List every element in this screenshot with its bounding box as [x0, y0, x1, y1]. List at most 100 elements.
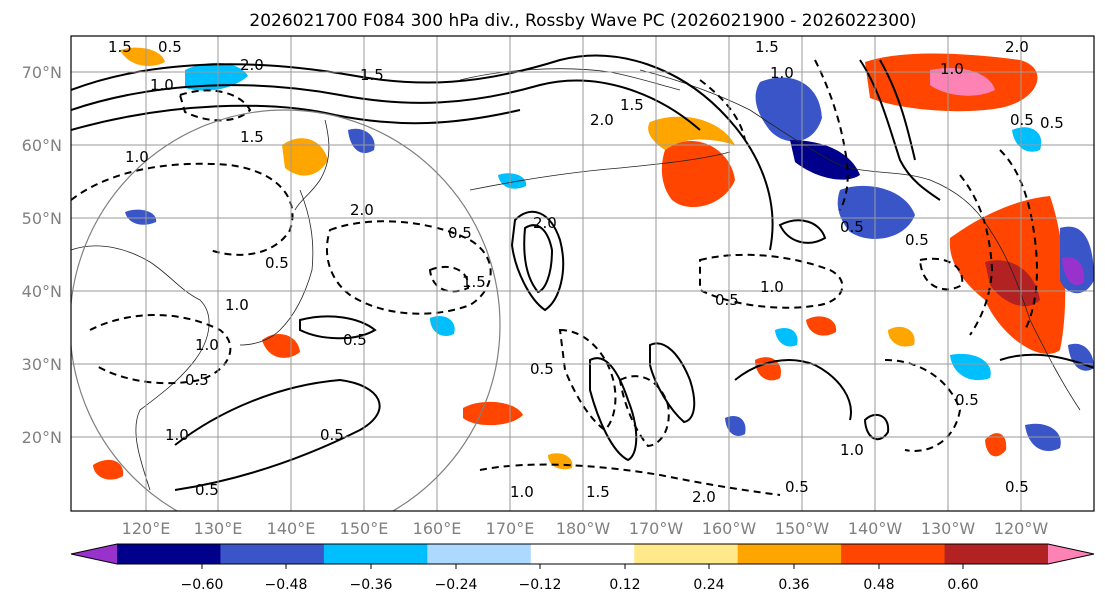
- colorbar-segment: [841, 544, 946, 564]
- shade-negative-east-core: [1062, 257, 1085, 285]
- contour-label: 0.5: [1010, 111, 1034, 129]
- lat-tick-label: 20°N: [22, 428, 62, 447]
- shade-negative-north-pac: [498, 173, 527, 189]
- contour-label: 0.5: [195, 481, 219, 499]
- kamchatka-coast: [294, 119, 330, 211]
- contour-label: 0.5: [1005, 478, 1029, 496]
- contour-label: 1.0: [195, 336, 219, 354]
- shade-positive-subtropic-2: [806, 316, 837, 336]
- lon-tick-label: 120°E: [122, 519, 171, 538]
- contour-label: 0.5: [320, 426, 344, 444]
- contour-label: 0.5: [840, 218, 864, 236]
- lat-tick-label: 50°N: [22, 209, 62, 228]
- lat-tick-label: 70°N: [22, 63, 62, 82]
- arctic-coast: [459, 68, 681, 91]
- lon-tick-label: 170°E: [486, 519, 535, 538]
- shade-negative-subtrop: [775, 327, 798, 347]
- colorbar-segment: [530, 544, 635, 564]
- asia-coast: [71, 245, 210, 491]
- coastlines: [71, 68, 1081, 491]
- colorbar-segment: [323, 544, 428, 564]
- contour-label: 0.5: [343, 331, 367, 349]
- lon-tick-label: 120°W: [994, 519, 1049, 538]
- contour-label: 2.0: [533, 214, 557, 232]
- contour-label: 1.0: [125, 148, 149, 166]
- contour-label: 2.0: [350, 201, 374, 219]
- contour-label: 0.5: [785, 478, 809, 496]
- contour-label: 1.5: [755, 38, 779, 56]
- contour-label: 1.5: [108, 38, 132, 56]
- north-america-west-coast: [989, 229, 1081, 411]
- shade-positive-northeast-core: [930, 68, 995, 96]
- aleutian-chain: [469, 151, 731, 191]
- lon-tick-label: 170°W: [629, 519, 684, 538]
- shade-negative-alaska: [755, 77, 822, 142]
- colorbar-segment: [737, 544, 842, 564]
- contour-label: 0.5: [905, 231, 929, 249]
- shade-positive-tropic-1: [93, 459, 124, 480]
- lon-tick-label: 140°E: [267, 519, 316, 538]
- contour-label: 1.0: [940, 60, 964, 78]
- contour-label: 0.5: [185, 371, 209, 389]
- lon-tick-label: 150°E: [340, 519, 389, 538]
- shade-positive-subtropic-3: [888, 326, 915, 347]
- contour-label: 1.0: [225, 296, 249, 314]
- contour-label: 1.0: [165, 426, 189, 444]
- colorbar-segment: [944, 544, 1049, 564]
- shade-negative-siberia: [185, 62, 248, 91]
- lon-tick-label: 180°W: [556, 519, 611, 538]
- alaska-coast: [639, 69, 991, 231]
- map-area: 1.5 0.5 1.0 2.0 1.5 1.0 2.0 0.5 1.5 0.5 …: [71, 36, 1094, 511]
- shade-negative-alaska-core: [790, 140, 860, 180]
- lat-tick-label: 30°N: [22, 355, 62, 374]
- colorbar-ticks: [201, 564, 964, 569]
- colorbar-tick-label: −0.36: [350, 577, 393, 593]
- shade-positive-kamchatka: [282, 138, 328, 176]
- latitude-axis: 70°N 60°N 50°N 40°N 30°N 20°N: [22, 63, 62, 447]
- colorbar-tick-label: 0.36: [778, 577, 809, 593]
- contour-label: 1.5: [462, 273, 486, 291]
- colorbar-segment: [220, 544, 325, 564]
- figure-title: 2026021700 F084 300 hPa div., Rossby Wav…: [249, 11, 916, 31]
- colorbar-tick-label: 0.24: [693, 577, 724, 593]
- contour-labels: 1.5 0.5 1.0 2.0 1.5 1.0 2.0 0.5 1.5 0.5 …: [108, 38, 1064, 506]
- lon-tick-label: 130°W: [921, 519, 976, 538]
- lon-tick-label: 130°E: [194, 519, 243, 538]
- contour-label: 0.5: [158, 38, 182, 56]
- colorbar-tick-label: −0.60: [181, 577, 224, 593]
- contour-lines: [71, 54, 1094, 496]
- contour-label: 1.0: [150, 76, 174, 94]
- shade-positive-east-coast-core: [985, 260, 1040, 307]
- colorbar-segment: [427, 544, 532, 564]
- colorbar-labels: −0.60 −0.48 −0.36 −0.24 −0.12 0.12 0.24 …: [181, 577, 979, 593]
- shade-positive-west-arctic: [120, 47, 165, 66]
- contour-label: 1.0: [760, 278, 784, 296]
- shade-positive-gulf-alaska-rim: [648, 116, 735, 150]
- colorbar: −0.60 −0.48 −0.36 −0.24 −0.12 0.12 0.24 …: [70, 543, 1095, 593]
- japan-coast: [239, 189, 314, 346]
- colorbar-tick-label: −0.12: [519, 577, 562, 593]
- shade-negative-far-north: [1012, 127, 1042, 152]
- contour-label: 0.5: [1040, 114, 1064, 132]
- contour-label: 2.0: [590, 111, 614, 129]
- shade-positive-gulf-alaska: [661, 141, 735, 208]
- contour-label: 1.5: [620, 96, 644, 114]
- contour-label: 0.5: [265, 254, 289, 272]
- contour-label: 0.5: [448, 224, 472, 242]
- contour-label: 0.5: [715, 291, 739, 309]
- shade-negative-west: [125, 209, 157, 225]
- shade-negative-kamchatka: [348, 128, 375, 154]
- lon-tick-label: 140°W: [848, 519, 903, 538]
- colorbar-extend-max: [1048, 544, 1094, 564]
- lon-tick-label: 160°E: [413, 519, 462, 538]
- colorbar-segment: [117, 544, 221, 564]
- colorbar-tick-label: 0.60: [947, 577, 978, 593]
- contour-label: 0.5: [530, 360, 554, 378]
- colorbar-tick-label: −0.24: [435, 577, 478, 593]
- contour-label: 1.0: [840, 441, 864, 459]
- colorbar-tick-label: 0.12: [609, 577, 640, 593]
- lon-tick-label: 160°W: [702, 519, 757, 538]
- shade-negative-central: [430, 315, 455, 337]
- contour-label: 1.5: [360, 66, 384, 84]
